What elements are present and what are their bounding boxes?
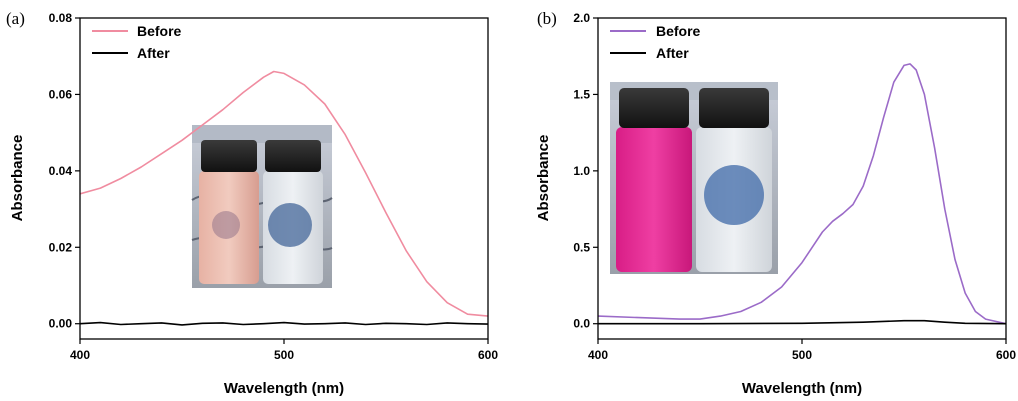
panel-a-y-axis-label: Absorbance bbox=[9, 135, 26, 222]
panel-a-legend-label-after: After bbox=[137, 45, 170, 61]
panel-a-series-before-line bbox=[80, 70, 488, 317]
panel-a-y-tick-label: 0.02 bbox=[49, 240, 73, 254]
panel-b-series-before-line bbox=[598, 63, 1006, 325]
panel-b-y-tick-label: 1.0 bbox=[573, 164, 590, 178]
panel-a-y-tick-label: 0.04 bbox=[49, 164, 73, 178]
panel-b-y-tick-label: 1.5 bbox=[573, 87, 590, 101]
panel-a-x-tick-label: 600 bbox=[478, 348, 498, 362]
panel-b-x-tick-label: 600 bbox=[996, 348, 1016, 362]
panel-a-x-axis-label: Wavelength (nm) bbox=[224, 380, 344, 397]
panel-b-series-after-line bbox=[598, 319, 1006, 325]
panel-a-y-tick-label: 0.08 bbox=[49, 11, 73, 25]
panel-b-x-tick-label: 500 bbox=[792, 348, 812, 362]
panel-b-y-tick-label: 2.0 bbox=[573, 11, 590, 25]
panel-b-y-tick-label: 0.5 bbox=[573, 240, 590, 254]
panel-a-x-tick-label: 500 bbox=[274, 348, 294, 362]
panel-b-inset-photo bbox=[610, 82, 778, 274]
panel-b-legend-label-before: Before bbox=[656, 23, 701, 39]
panel-a-inset-photo bbox=[191, 125, 333, 288]
panel-a-y-tick-label: 0.06 bbox=[49, 87, 73, 101]
panel-b-label: (b) bbox=[537, 9, 557, 28]
panel-a: (a) 0.00 0.02 0.04 0.06 0.08 400 500 600 Absorb… bbox=[6, 9, 498, 397]
panel-a-label: (a) bbox=[6, 9, 25, 28]
panel-b-legend: Before After bbox=[610, 23, 701, 61]
panel-b-x-tick-label: 400 bbox=[588, 348, 608, 362]
panel-a-legend: Before After bbox=[92, 23, 182, 61]
panel-a-y-tick-label: 0.00 bbox=[49, 317, 73, 331]
panel-a-legend-label-before: Before bbox=[137, 23, 182, 39]
panel-b-legend-label-after: After bbox=[656, 45, 689, 61]
panel-a-x-tick-label: 400 bbox=[70, 348, 90, 362]
panel-a-series-after-line bbox=[80, 321, 488, 326]
panel-b-x-axis-label: Wavelength (nm) bbox=[742, 380, 862, 397]
panel-b-y-axis-label: Absorbance bbox=[535, 135, 552, 222]
panel-b-y-tick-label: 0.0 bbox=[573, 317, 590, 331]
